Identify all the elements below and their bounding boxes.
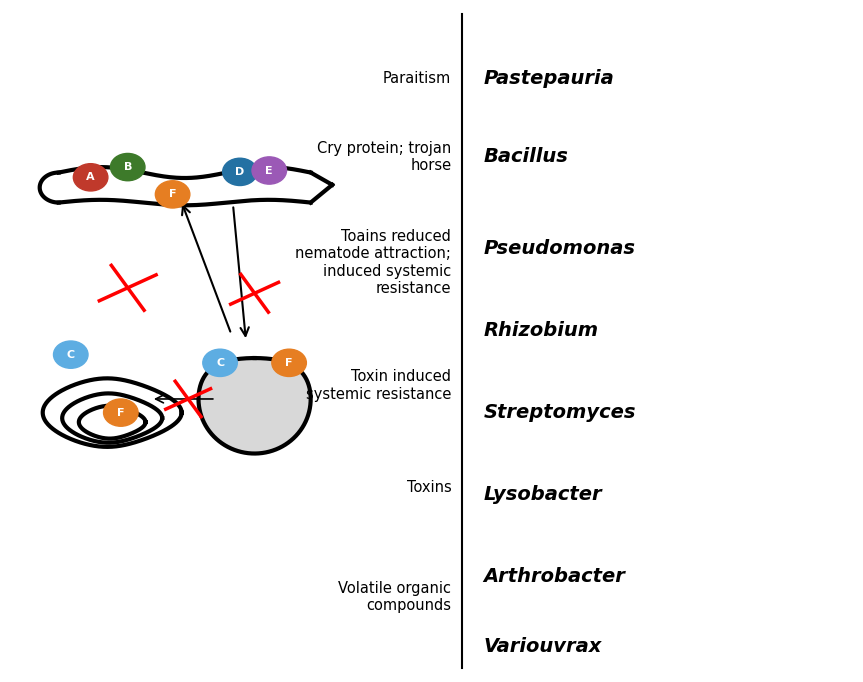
- Text: Rhizobium: Rhizobium: [483, 321, 598, 340]
- Polygon shape: [198, 358, 311, 454]
- Text: F: F: [117, 408, 124, 417]
- Text: F: F: [286, 358, 293, 368]
- Text: Volatile organic
compounds: Volatile organic compounds: [338, 580, 451, 613]
- Text: Variouvrax: Variouvrax: [483, 637, 602, 656]
- Circle shape: [203, 349, 237, 376]
- Text: Cry protein; trojan
horse: Cry protein; trojan horse: [317, 140, 451, 173]
- Text: Streptomyces: Streptomyces: [483, 403, 636, 422]
- Text: Pastepauria: Pastepauria: [483, 69, 614, 88]
- Text: Bacillus: Bacillus: [483, 147, 568, 166]
- Text: Lysobacter: Lysobacter: [483, 485, 602, 504]
- Circle shape: [54, 341, 88, 368]
- Circle shape: [155, 181, 190, 208]
- Text: Paraitism: Paraitism: [383, 71, 451, 86]
- Text: B: B: [123, 162, 132, 172]
- Text: C: C: [216, 358, 224, 368]
- Text: D: D: [236, 167, 244, 177]
- Polygon shape: [59, 167, 311, 205]
- Circle shape: [73, 164, 108, 191]
- Text: Arthrobacter: Arthrobacter: [483, 567, 625, 586]
- Circle shape: [104, 399, 138, 426]
- Text: C: C: [66, 350, 75, 359]
- Text: A: A: [86, 173, 95, 182]
- Text: Toxins: Toxins: [406, 480, 451, 495]
- Circle shape: [272, 349, 306, 376]
- Text: Toxin induced
systemic resistance: Toxin induced systemic resistance: [306, 369, 451, 402]
- Text: Pseudomonas: Pseudomonas: [483, 239, 635, 258]
- Circle shape: [252, 157, 287, 184]
- Circle shape: [110, 153, 145, 181]
- Circle shape: [223, 158, 257, 186]
- Text: F: F: [169, 190, 176, 199]
- Text: Toains reduced
nematode attraction;
induced systemic
resistance: Toains reduced nematode attraction; indu…: [295, 229, 451, 296]
- Text: E: E: [266, 166, 273, 175]
